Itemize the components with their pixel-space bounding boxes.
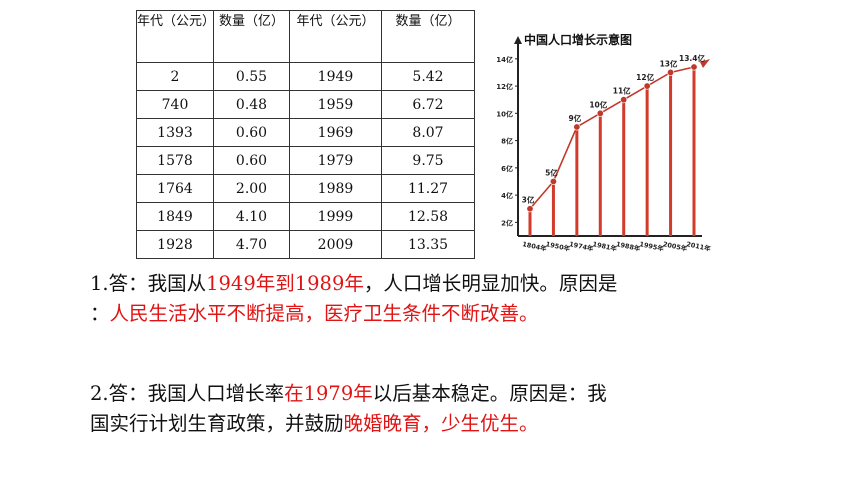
answer-2-text-b: 以后基本稳定。原因是：我 — [372, 382, 607, 405]
table-cell: 2009 — [289, 230, 382, 259]
table-row: 1764 2.00 1989 11.27 — [136, 174, 475, 203]
table-row: 740 0.48 1959 6.72 — [136, 90, 475, 119]
answer-2-text-c: 国实行计划生育政策，并鼓励 — [90, 412, 344, 435]
x-tick-label: 1981年 — [592, 239, 618, 253]
answer-2-highlight-policy: 晚婚晚育，少生优生。 — [343, 412, 539, 435]
table-cell: 13.35 — [381, 230, 475, 259]
x-tick-label: 1950年 — [545, 239, 571, 253]
bar — [669, 72, 673, 236]
table-row: 1928 4.70 2009 13.35 — [136, 230, 475, 259]
data-point — [643, 82, 651, 90]
answer-2-highlight-year: 在1979年 — [284, 382, 373, 405]
y-tick-label: 6亿 — [501, 164, 513, 173]
data-point — [690, 63, 698, 71]
series-arrow — [700, 58, 710, 68]
data-label: 9亿 — [568, 113, 581, 123]
table-cell: 2.00 — [213, 174, 290, 203]
header-year-1: 年代（公元） — [136, 10, 215, 63]
x-tick-label: 1974年 — [568, 239, 594, 253]
table-cell: 1959 — [289, 90, 382, 119]
data-label: 13亿 — [660, 58, 678, 68]
table-cell: 4.10 — [213, 202, 290, 231]
y-axis-arrow — [514, 36, 522, 44]
table-cell: 0.48 — [213, 90, 290, 119]
answer-1-text-c: ： — [90, 302, 110, 325]
table-cell: 1999 — [289, 202, 382, 231]
x-tick-label: 2005年 — [662, 239, 688, 253]
y-tick-label: 2亿 — [501, 218, 513, 227]
header-count-1: 数量（亿） — [213, 10, 290, 63]
answer-1-highlight-reason: 人民生活水平不断提高，医疗卫生条件不断改善。 — [109, 302, 539, 325]
bar — [528, 208, 532, 236]
table-cell: 11.27 — [381, 174, 475, 203]
population-table: 年代（公元） 数量（亿） 年代（公元） 数量（亿） 2 0.55 1949 5.42 7… — [136, 10, 475, 259]
data-label: 10亿 — [589, 99, 607, 109]
y-tick-label: 10亿 — [496, 109, 513, 118]
data-label: 5亿 — [545, 167, 558, 177]
table-cell: 2 — [136, 62, 214, 91]
table-cell: 740 — [136, 90, 214, 119]
table-body: 2 0.55 1949 5.42 740 0.48 1959 6.72 1393 0.60 1969… — [136, 62, 475, 259]
table-cell: 4.70 — [213, 230, 290, 259]
header-year-2: 年代（公元） — [289, 10, 382, 63]
table-cell: 1393 — [136, 118, 214, 147]
table-cell: 0.55 — [213, 62, 290, 91]
answer-2-text-a: 2.答：我国人口增长率 — [90, 382, 285, 405]
bar — [692, 66, 696, 237]
table-cell: 1849 — [136, 202, 214, 231]
table-cell: 0.60 — [213, 146, 290, 175]
chart-marks: 2亿 4亿 6亿 8亿 10亿 12亿 14亿 3亿 5亿 9亿 10亿 11亿 12亿 13亿13.4亿… — [496, 36, 712, 253]
answer-1-text-a: 1.答：我国从 — [90, 272, 207, 295]
table-cell: 1949 — [289, 62, 382, 91]
table-cell: 12.58 — [381, 202, 475, 231]
table-row: 1393 0.60 1969 8.07 — [136, 118, 475, 147]
data-label: 11亿 — [613, 86, 631, 96]
table-cell: 0.60 — [213, 118, 290, 147]
table-cell: 1764 — [136, 174, 214, 203]
answer-2: 2.答：我国人口增长率在1979年以后基本稳定。原因是：我 国实行计划生育政策，… — [90, 379, 750, 439]
table-cell: 8.07 — [381, 118, 475, 147]
table-cell: 6.72 — [381, 90, 475, 119]
bar — [645, 86, 649, 237]
data-label: 12亿 — [636, 72, 654, 82]
data-point — [526, 205, 534, 213]
bar — [622, 99, 626, 236]
bar — [598, 113, 602, 236]
table-header-row: 年代（公元） 数量（亿） 年代（公元） 数量（亿） — [136, 10, 475, 63]
table-cell: 1578 — [136, 146, 214, 175]
y-tick-label: 8亿 — [501, 137, 513, 146]
x-tick-label: 1988年 — [615, 239, 641, 253]
answer-1-highlight-years: 1949年到1989年 — [206, 272, 364, 295]
y-tick-label: 12亿 — [496, 82, 513, 91]
data-point — [596, 109, 604, 117]
chart-title: 中国人口增长示意图 — [524, 32, 632, 47]
data-point — [549, 177, 557, 185]
y-tick-label: 14亿 — [496, 55, 513, 64]
population-growth-chart: 中国人口增长示意图 2亿 4亿 6亿 8亿 10亿 12亿 14亿 3亿 5亿 9亿 10亿 11亿 1… — [496, 32, 712, 253]
bar — [551, 181, 555, 236]
table-cell: 1989 — [289, 174, 382, 203]
data-point — [667, 68, 675, 76]
table-row: 1578 0.60 1979 9.75 — [136, 146, 475, 175]
data-point — [620, 96, 628, 104]
answer-1: 1.答：我国从1949年到1989年，人口增长明显加快。原因是 ：人民生活水平不… — [90, 269, 750, 329]
y-tick-label: 4亿 — [501, 191, 513, 200]
table-cell: 5.42 — [381, 62, 475, 91]
table-cell: 1969 — [289, 118, 382, 147]
answer-1-text-b: ，人口增长明显加快。原因是 — [363, 272, 618, 295]
header-count-2: 数量（亿） — [381, 10, 475, 63]
x-tick-label: 1804年 — [522, 239, 548, 253]
table-row: 1849 4.10 1999 12.58 — [136, 202, 475, 231]
data-label: 13.4亿 — [679, 53, 706, 63]
x-tick-label: 1995年 — [639, 239, 665, 253]
table-cell: 1979 — [289, 146, 382, 175]
table-cell: 9.75 — [381, 146, 475, 175]
bar — [575, 126, 579, 236]
data-label: 3亿 — [522, 195, 535, 205]
data-point — [573, 123, 581, 131]
x-tick-label: 2011年 — [686, 239, 712, 253]
table-cell: 1928 — [136, 230, 214, 259]
table-row: 2 0.55 1949 5.42 — [136, 62, 475, 91]
series-line — [529, 66, 695, 210]
